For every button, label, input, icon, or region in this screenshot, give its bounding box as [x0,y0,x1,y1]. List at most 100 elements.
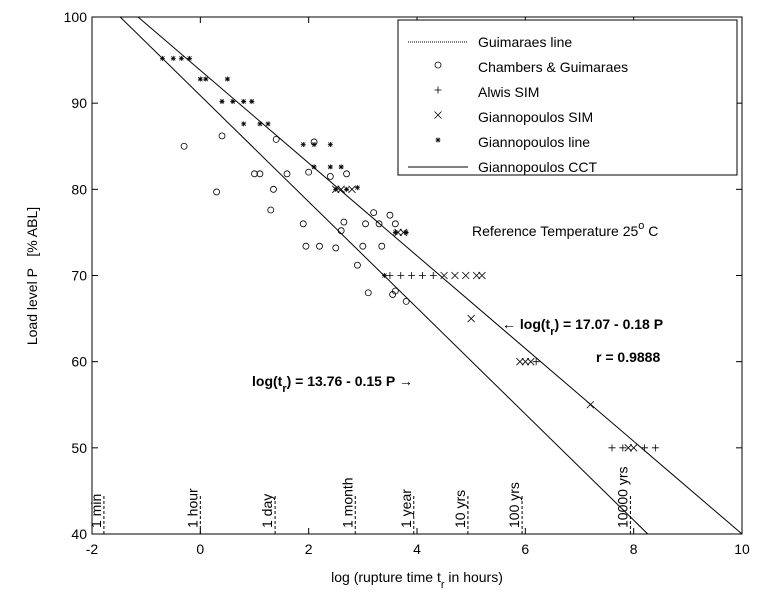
data-point [478,271,486,280]
data-point [302,242,310,250]
data-point [213,188,220,196]
time-marker-label: 100 yrs [506,482,522,528]
data-point [241,98,247,104]
y-axis-label: Load level P [% ABL] [24,207,40,345]
data-point [370,209,378,216]
data-point [327,142,333,148]
data-point [418,272,426,279]
data-point [440,271,448,280]
data-point [629,444,638,452]
data-point [178,55,184,61]
legend-swatch [434,61,442,69]
y-tick-label: 40 [71,526,87,542]
reference-annotation: Reference Temperature 25o C [472,220,658,239]
x-tick-label: 4 [413,541,421,557]
data-point [311,142,317,148]
legend-label: Chambers & Guimaraes [478,59,628,75]
data-point [391,287,399,295]
data-point [230,98,236,104]
x-tick-label: 6 [521,541,529,557]
data-point [516,357,524,366]
data-point [272,135,280,143]
data-point [338,164,344,170]
data-point [344,186,350,192]
legend-swatch [434,111,442,119]
data-point [326,173,334,180]
data-point [316,242,323,250]
data-point [327,164,333,170]
legend-label: Guimaraes line [478,34,572,50]
data-point [337,185,345,194]
data-point [472,271,481,280]
data-point [197,76,203,82]
data-point [521,357,530,366]
data-point [241,121,247,127]
data-point [408,272,416,279]
data-point [624,444,633,452]
legend-label: Giannopoulos CCT [478,159,598,175]
guimaraes-fit-annotation: log(tr) = 13.76 - 0.15 P → [252,373,413,395]
legend-label: Giannopoulos line [478,134,590,150]
data-point [203,76,209,82]
y-tick-label: 60 [71,354,87,370]
data-point [429,272,437,279]
data-point [224,76,230,82]
x-tick-label: 2 [305,541,313,557]
y-tick-label: 90 [71,95,87,111]
data-point [608,444,616,452]
data-point [397,272,405,279]
cct-fit-annotation: ← log(tr) = 17.07 - 0.18 P [502,316,663,338]
time-marker-label: 1 day [259,494,275,528]
data-point [343,170,350,178]
time-marker-label: 1 min [88,494,104,528]
data-point [218,132,226,140]
data-point [180,142,188,150]
data-point [256,170,264,178]
x-tick-label: 8 [630,541,638,557]
data-point [300,142,306,148]
data-point [402,297,410,305]
data-point [332,244,340,252]
data-point [391,220,399,228]
data-point [283,170,291,178]
data-point [267,206,275,214]
y-tick-label: 70 [71,268,87,284]
data-point [451,271,459,280]
x-axis-label: log (rupture time tr in hours) [331,569,503,591]
legend-label: Alwis SIM [478,84,539,100]
x-tick-label: -2 [86,541,99,557]
cct-r-annotation: r = 0.9888 [596,349,660,365]
time-marker-label: 1 month [339,477,355,528]
data-point [651,444,659,452]
data-point [354,261,361,269]
data-point [378,242,386,250]
data-point [461,271,470,280]
data-point [532,358,540,366]
data-point [619,444,627,452]
data-point [333,186,339,192]
data-point [364,289,372,297]
data-point [340,218,348,226]
x-tick-label: 0 [196,541,204,557]
data-point [348,185,356,194]
y-tick-label: 80 [71,181,87,197]
data-point [170,55,176,61]
data-point [386,211,394,219]
data-point [526,357,535,366]
time-marker-label: 1 year [398,489,414,528]
data-point [362,220,369,228]
data-point [299,220,307,228]
data-point [354,185,360,191]
data-point [403,229,409,235]
time-marker-label: 10 yrs [452,490,468,528]
data-point [159,55,165,61]
data-point [219,98,225,104]
time-marker-label: 1 hour [184,488,200,528]
data-point [251,170,258,178]
data-point [187,55,192,61]
data-point [265,121,271,127]
fit-line [137,16,743,535]
legend-swatch [435,137,441,143]
